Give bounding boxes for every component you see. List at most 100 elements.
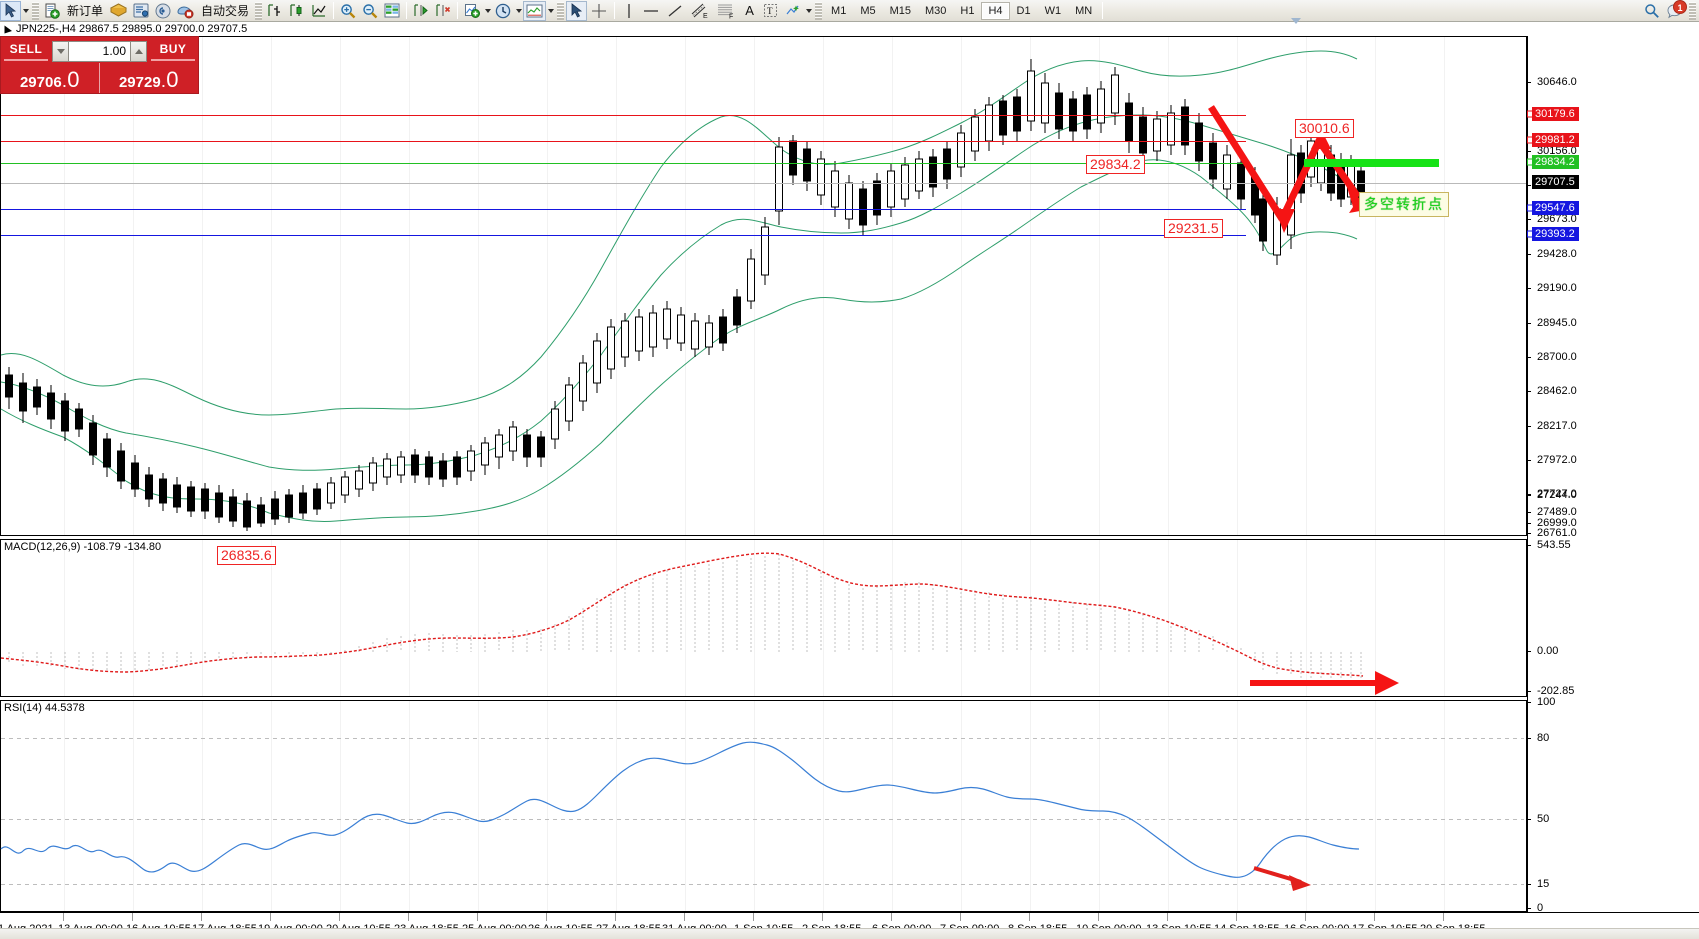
tab-timeframe-w1[interactable]: W1 <box>1044 4 1062 17</box>
price-axis[interactable]: 30646.0 30401.0 30156.0 29918.0 29673.0 … <box>1527 36 1699 916</box>
line-chart-icon[interactable] <box>308 1 330 21</box>
tab-timeframe-h4[interactable]: H4 <box>981 1 1010 20</box>
text-icon[interactable]: A <box>745 3 754 18</box>
swing-low-tag[interactable]: 29231.5 <box>1164 219 1223 238</box>
axis-tick-28945: 28945.0 <box>1527 317 1577 329</box>
new-order-label[interactable]: 新订单 <box>67 4 104 18</box>
toolbar-grip-4[interactable] <box>815 1 823 20</box>
cursor-dropdown-caret-icon[interactable] <box>21 8 30 13</box>
svg-text:E: E <box>703 13 708 19</box>
alerts-bubble-icon[interactable]: 1 <box>1663 0 1687 21</box>
price-label-30179[interactable]: 30179.6 <box>1532 107 1579 121</box>
new-order-icon[interactable] <box>41 1 63 21</box>
axis-tick-27244-b: 27244.0 <box>1527 489 1577 501</box>
candlestick-chart-icon[interactable] <box>286 1 308 21</box>
select-tool-arrow-icon[interactable] <box>566 0 588 21</box>
price-level-line-30179[interactable] <box>1 115 1246 116</box>
tab-timeframe-m30[interactable]: M30 <box>925 4 947 17</box>
period-dropdown-caret-icon[interactable] <box>514 8 523 13</box>
volume-increase-button[interactable] <box>130 41 147 62</box>
text-label-icon[interactable]: T <box>760 1 781 21</box>
toolbar-grip-3[interactable] <box>557 1 565 20</box>
toolbox-icon[interactable] <box>107 1 130 21</box>
volume-decrease-button[interactable] <box>52 41 69 62</box>
vertical-line-icon[interactable] <box>618 1 639 21</box>
trendline-icon[interactable] <box>663 1 687 21</box>
tab-timeframe-m1[interactable]: M1 <box>831 4 847 17</box>
toolbar-grip-2[interactable] <box>255 1 263 20</box>
signals-icon[interactable] <box>152 1 174 21</box>
price-label-29547[interactable]: 29547.6 <box>1532 201 1579 215</box>
price-level-line-29834[interactable] <box>1 163 1246 164</box>
equidistant-channel-icon[interactable]: E <box>687 1 713 21</box>
chart-scroll-marker-icon[interactable] <box>1291 18 1301 24</box>
crosshair-icon[interactable] <box>587 1 611 21</box>
magnifier-icon[interactable] <box>1641 1 1663 21</box>
turning-point-note[interactable]: 多空转折点 <box>1359 192 1449 217</box>
main-chart-canvas <box>0 37 1445 535</box>
sell-price-integer: 29706 <box>19 74 62 91</box>
indicator-dropdown-caret-icon[interactable] <box>483 8 492 13</box>
objects-icon[interactable] <box>781 1 804 21</box>
templates-icon[interactable] <box>523 0 547 21</box>
one-click-trading-panel[interactable]: SELL 1.00 BUY 29706 . 0 29729 . 0 <box>0 36 199 94</box>
buy-button[interactable]: BUY <box>151 42 195 61</box>
volume-input[interactable]: 1.00 <box>69 41 130 62</box>
fibonacci-icon[interactable]: F <box>713 1 739 21</box>
sell-price-fraction: 0 <box>67 67 80 93</box>
data-window-icon[interactable] <box>381 1 403 21</box>
axis-spine <box>1527 36 1528 916</box>
period-clock-icon[interactable] <box>492 1 514 21</box>
tab-timeframe-h1[interactable]: H1 <box>960 4 975 17</box>
price-label-last[interactable]: 29707.5 <box>1532 175 1579 189</box>
horizontal-line-icon[interactable] <box>639 1 663 21</box>
axis-tick-29673: 29673.0 <box>1527 213 1577 225</box>
high-tag[interactable]: 30010.6 <box>1295 119 1354 138</box>
highlight-range-bar[interactable] <box>1304 159 1439 167</box>
low-tag-august[interactable]: 26835.6 <box>217 546 276 565</box>
tab-timeframe-mn[interactable]: MN <box>1075 4 1093 17</box>
svg-text:F: F <box>729 14 733 20</box>
macd-tick-zero: 0.00 <box>1527 645 1558 657</box>
zoom-out-icon[interactable] <box>359 1 381 21</box>
templates-dropdown-caret-icon[interactable] <box>546 8 555 13</box>
toolbar-separator-4 <box>614 2 616 19</box>
price-label-29834[interactable]: 29834.2 <box>1532 155 1579 169</box>
cursor-arrow-icon[interactable] <box>0 0 21 21</box>
price-level-line-29707[interactable] <box>1 183 1526 184</box>
price-level-line-29981[interactable] <box>1 141 1246 142</box>
macd-arrowhead <box>1375 671 1399 695</box>
shift-end-icon[interactable] <box>410 1 432 21</box>
price-label-29393[interactable]: 29393.2 <box>1532 227 1579 241</box>
horizontal-scrollbar[interactable] <box>0 928 1699 939</box>
tab-timeframe-m15[interactable]: M15 <box>889 4 911 17</box>
bar-chart-icon[interactable] <box>264 1 286 21</box>
toolbar-grip-5[interactable] <box>1689 1 1696 20</box>
chart-area[interactable]: 26835.6 29834.2 30010.6 29231.5 多空转折点 MA… <box>0 36 1699 939</box>
price-level-line-29393[interactable] <box>1 235 1246 236</box>
objects-dropdown-caret-icon[interactable] <box>804 8 813 13</box>
axis-tick-28700: 28700.0 <box>1527 351 1577 363</box>
main-price-pane[interactable]: 26835.6 29834.2 30010.6 29231.5 多空转折点 <box>0 36 1527 565</box>
add-indicator-icon[interactable] <box>461 1 483 21</box>
toolbar-grip[interactable] <box>32 1 39 20</box>
zoom-in-icon[interactable] <box>337 1 359 21</box>
sell-button[interactable]: SELL <box>4 42 48 61</box>
terminal-icon[interactable] <box>130 1 152 21</box>
auto-scroll-icon[interactable] <box>432 1 454 21</box>
price-label-29981[interactable]: 29981.2 <box>1532 133 1579 147</box>
axis-tick-26999-b: 26999.0 <box>1527 517 1577 529</box>
pivot-tag[interactable]: 29834.2 <box>1086 155 1145 174</box>
tab-timeframe-m5[interactable]: M5 <box>860 4 876 17</box>
sell-price-cell[interactable]: 29706 . 0 <box>1 63 100 93</box>
tab-timeframe-d1[interactable]: D1 <box>1016 4 1031 17</box>
autotrading-icon[interactable] <box>174 1 197 21</box>
autotrading-label[interactable]: 自动交易 <box>201 4 250 18</box>
chart-cursor-arrow-icon <box>4 25 12 33</box>
volume-stepper[interactable]: 1.00 <box>52 41 147 62</box>
macd-pane[interactable]: MACD(12,26,9) -108.79 -134.80 <box>0 539 1527 697</box>
price-level-line-29547[interactable] <box>1 209 1246 210</box>
drawing-objects-layer[interactable] <box>1 37 1526 535</box>
buy-price-cell[interactable]: 29729 . 0 <box>100 63 199 93</box>
rsi-pane[interactable]: RSI(14) 44.5378 <box>0 700 1527 912</box>
